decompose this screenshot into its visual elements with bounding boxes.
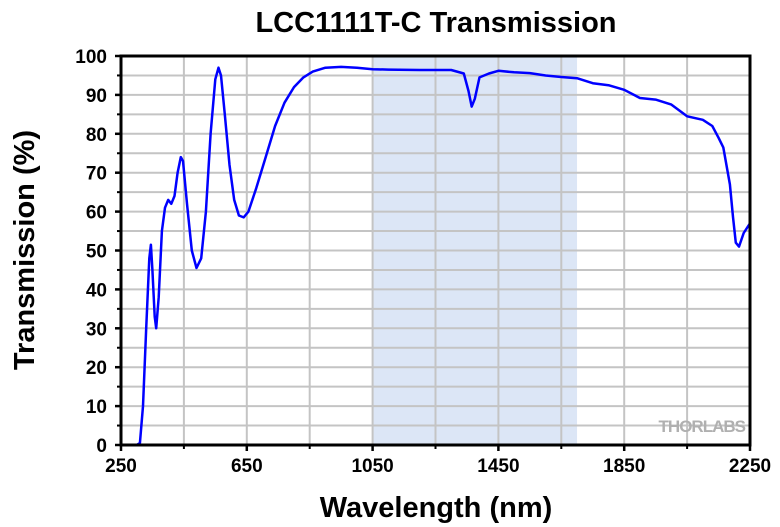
y-tick-label: 80 xyxy=(86,125,107,146)
chart-title: LCC1111T-C Transmission xyxy=(255,7,616,39)
x-axis-label: Wavelength (nm) xyxy=(320,492,553,524)
y-tick-label: 40 xyxy=(86,280,107,301)
y-tick-label: 60 xyxy=(86,203,107,224)
y-tick-label: 30 xyxy=(86,319,107,340)
x-tick-label: 1050 xyxy=(351,456,393,477)
axis-ticks: 0 10 20 30 40 50 60 70 80 90 100 250 650 1050 1450 1850… xyxy=(75,47,771,477)
watermark-logo: THORLABS xyxy=(659,417,746,436)
y-tick-label: 90 xyxy=(86,86,107,107)
y-tick-label: 70 xyxy=(86,164,107,185)
x-tick-label: 2250 xyxy=(729,456,771,477)
grid xyxy=(121,56,750,445)
x-tick-label: 1450 xyxy=(477,456,519,477)
y-tick-label: 100 xyxy=(75,47,107,68)
y-tick-label: 50 xyxy=(86,242,107,263)
x-tick-label: 250 xyxy=(105,456,137,477)
y-tick-label: 20 xyxy=(86,358,107,379)
y-tick-label: 0 xyxy=(96,436,107,457)
y-tick-label: 10 xyxy=(86,397,107,418)
x-tick-label: 1850 xyxy=(603,456,645,477)
transmission-series-line xyxy=(121,65,752,447)
x-tick-label: 650 xyxy=(231,456,263,477)
y-axis-label: Transmission (%) xyxy=(9,130,41,370)
